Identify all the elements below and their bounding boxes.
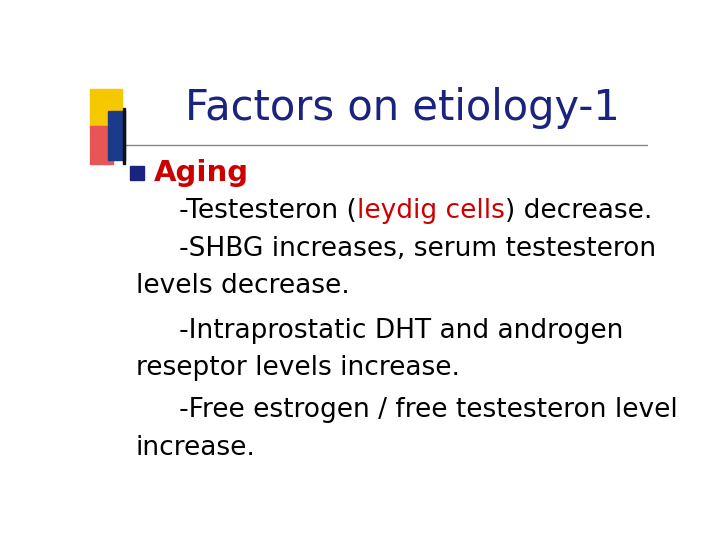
Text: ) decrease.: ) decrease. bbox=[505, 198, 652, 224]
Text: leydig cells: leydig cells bbox=[357, 198, 505, 224]
Text: -Testesteron (: -Testesteron ( bbox=[154, 198, 357, 224]
Text: -Intraprostatic DHT and androgen: -Intraprostatic DHT and androgen bbox=[154, 318, 624, 344]
Text: -SHBG increases, serum testesteron: -SHBG increases, serum testesteron bbox=[154, 236, 657, 262]
Text: Factors on etiology-1: Factors on etiology-1 bbox=[185, 87, 620, 130]
Text: -Free estrogen / free testesteron level: -Free estrogen / free testesteron level bbox=[154, 397, 678, 423]
Bar bbox=[90, 89, 122, 128]
Bar bbox=[109, 111, 125, 160]
Bar bbox=[90, 126, 114, 164]
Bar bbox=[124, 107, 125, 164]
Text: levels decrease.: levels decrease. bbox=[136, 273, 349, 299]
Text: increase.: increase. bbox=[136, 435, 256, 461]
Text: reseptor levels increase.: reseptor levels increase. bbox=[136, 354, 460, 381]
Text: Aging: Aging bbox=[154, 159, 249, 187]
